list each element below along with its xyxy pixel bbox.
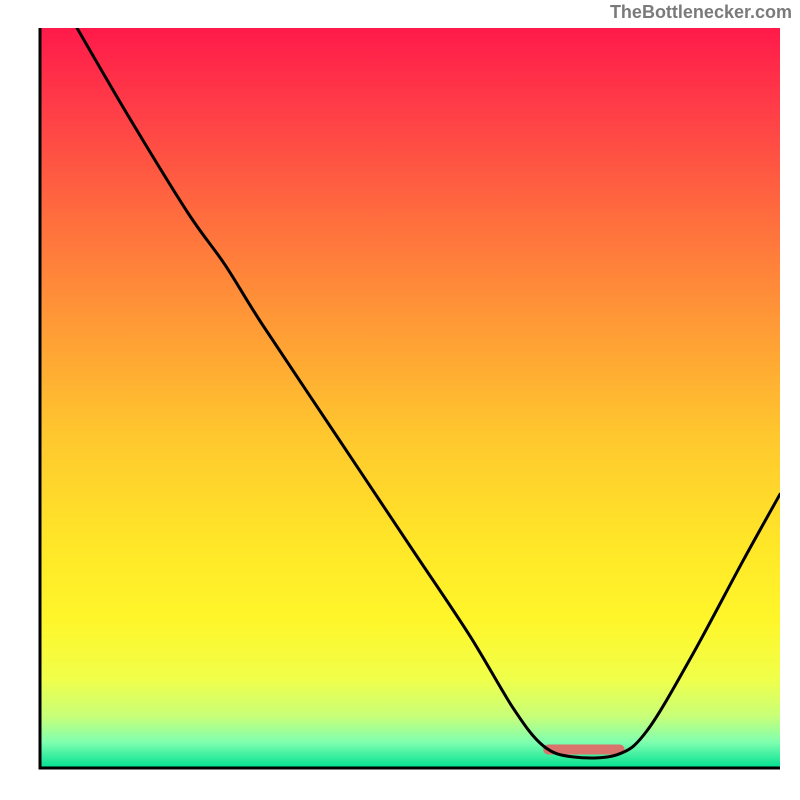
chart-container: TheBottlenecker.com xyxy=(0,0,800,800)
watermark-text: TheBottlenecker.com xyxy=(610,2,792,23)
chart-svg xyxy=(20,28,780,788)
chart-area xyxy=(20,28,780,788)
plot-background xyxy=(40,28,780,768)
